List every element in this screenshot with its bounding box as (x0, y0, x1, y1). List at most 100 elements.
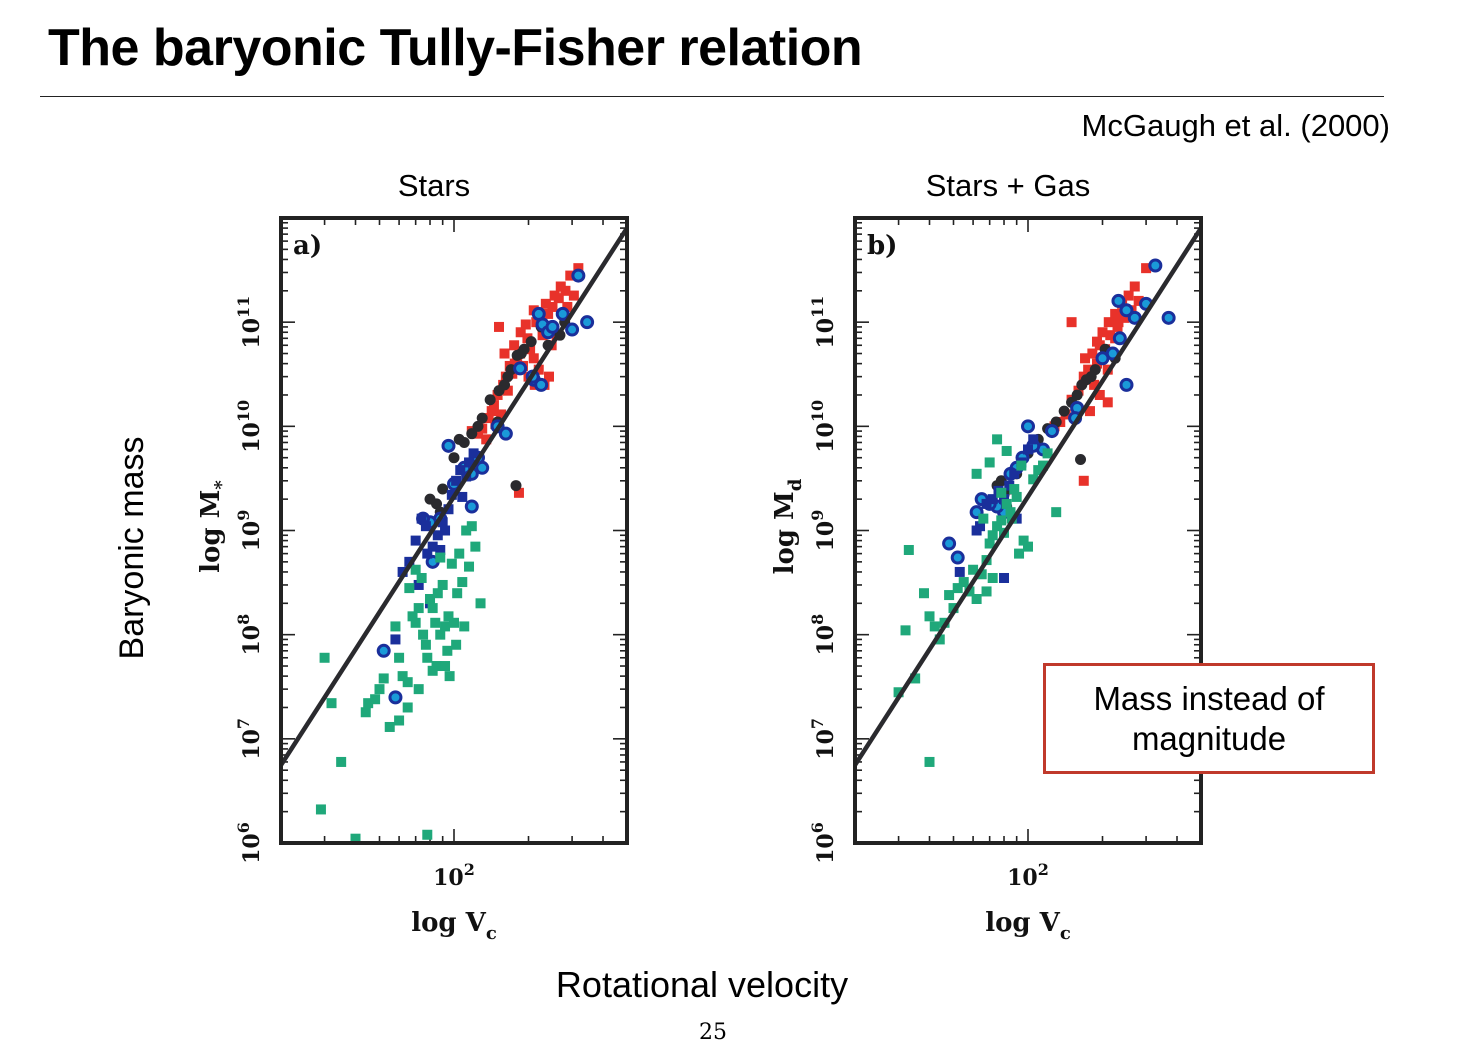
data-point (402, 677, 413, 688)
data-point (437, 517, 448, 528)
data-point (900, 625, 911, 636)
data-point (984, 457, 995, 468)
panel-b-x-axis-label: log Vc (985, 908, 1071, 944)
data-point (413, 684, 424, 695)
data-point (446, 558, 457, 569)
data-point (420, 521, 431, 532)
callout-box: Mass instead of magnitude (1043, 663, 1375, 774)
data-point (451, 475, 462, 486)
data-point (547, 301, 558, 312)
data-point (394, 715, 405, 726)
data-point (1119, 303, 1134, 318)
data-point (475, 598, 486, 609)
data-point (486, 406, 497, 417)
data-point (390, 621, 401, 632)
panel-b-plot: b) 106 107 108 109 1010 1011 102 log Vc log Md (770, 216, 1203, 944)
data-point (1112, 331, 1127, 346)
page-number: 25 (699, 1020, 727, 1045)
data-point (555, 306, 570, 321)
data-point (394, 652, 405, 663)
data-point (1042, 448, 1053, 459)
data-point (425, 593, 436, 604)
data-point (910, 673, 921, 684)
data-point (413, 603, 424, 614)
data-point (449, 617, 459, 628)
data-point (934, 634, 945, 645)
data-point (1094, 389, 1105, 400)
data-point (568, 290, 579, 301)
data-point (420, 639, 431, 650)
data-point (929, 621, 940, 632)
x-axis-title: Rotational velocity (555, 964, 849, 1005)
data-point (363, 698, 374, 709)
data-point (553, 293, 564, 304)
y-tick-label: 107 (234, 718, 265, 760)
data-point (565, 270, 576, 281)
data-point (1014, 548, 1025, 559)
data-point (1127, 310, 1142, 325)
data-point (435, 544, 446, 555)
data-point (1097, 327, 1108, 338)
data-point (525, 344, 536, 355)
data-point (452, 588, 463, 599)
data-point (476, 412, 488, 424)
data-point (464, 561, 475, 572)
slide-title: The baryonic Tully-Fisher relation (48, 19, 863, 77)
data-point (893, 687, 904, 698)
data-point (448, 452, 460, 464)
data-point (987, 530, 998, 541)
data-point (472, 428, 483, 439)
data-point (1133, 295, 1144, 306)
data-point (374, 684, 385, 695)
data-point (562, 301, 573, 312)
y-tick-label: 106 (808, 822, 839, 864)
data-point (509, 340, 520, 351)
data-point (573, 263, 584, 274)
data-point (488, 400, 499, 411)
y-tick-label: 1010 (808, 400, 839, 453)
data-point (410, 564, 421, 575)
data-point (494, 321, 505, 332)
data-point (1094, 340, 1105, 351)
data-point (525, 336, 537, 348)
panel-a-fit-line (281, 226, 627, 767)
data-point (1141, 263, 1152, 274)
data-point (437, 483, 449, 495)
data-point (1051, 507, 1062, 518)
x-tick-label: 102 (1007, 860, 1049, 891)
data-point (1018, 535, 1029, 546)
data-point (446, 489, 457, 500)
data-point (427, 603, 438, 614)
data-point (1110, 308, 1121, 319)
panel-a-letter: a) (293, 231, 322, 261)
data-point (410, 617, 421, 628)
data-point (1028, 474, 1039, 485)
data-point (580, 315, 595, 330)
data-point (457, 577, 468, 588)
data-point (326, 698, 337, 709)
data-point (498, 426, 513, 441)
data-point (513, 361, 528, 376)
data-point (427, 665, 438, 676)
data-point (502, 371, 514, 383)
data-point (996, 487, 1007, 498)
data-point (430, 617, 441, 628)
data-point (545, 319, 560, 334)
y-tick-label: 106 (234, 822, 265, 864)
data-point (441, 438, 456, 453)
data-point (950, 550, 965, 565)
data-point (455, 465, 466, 476)
data-point (513, 487, 524, 498)
data-point (466, 521, 477, 532)
data-point (472, 420, 484, 432)
data-point (520, 319, 531, 330)
data-point (1009, 468, 1020, 479)
y-tick-label: 1011 (234, 296, 265, 349)
data-point (1005, 507, 1016, 518)
data-point (571, 268, 586, 283)
panel-b-letter: b) (867, 231, 897, 261)
data-point (954, 566, 965, 577)
data-point (424, 493, 436, 505)
y-tick-label: 108 (808, 614, 839, 656)
panel-b-heading: Stars + Gas (925, 168, 1091, 203)
